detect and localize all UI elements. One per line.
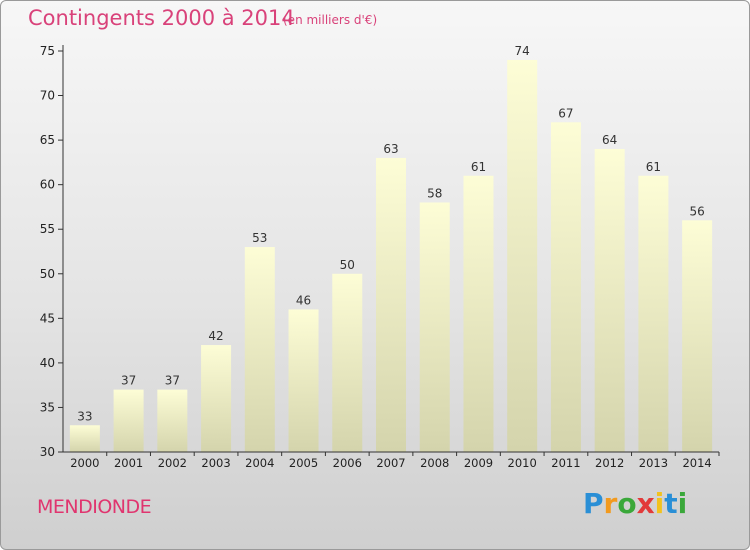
- bar-value-label: 67: [558, 106, 573, 120]
- logo-letter: i: [654, 487, 665, 520]
- y-tick-label: 75: [40, 44, 55, 58]
- bar: [244, 247, 275, 452]
- bar: [550, 122, 581, 453]
- bar: [507, 59, 538, 453]
- bar: [682, 220, 713, 452]
- bar-value-label: 50: [340, 258, 355, 272]
- bar: [594, 149, 625, 452]
- bar: [638, 175, 669, 452]
- x-tick-label: 2001: [114, 456, 143, 470]
- y-tick-label: 50: [40, 267, 55, 281]
- bar: [201, 345, 232, 452]
- bar-value-label: 33: [77, 409, 92, 423]
- x-tick-label: 2002: [158, 456, 187, 470]
- bar: [113, 389, 144, 452]
- bar: [288, 309, 319, 452]
- proxiti-logo[interactable]: Proxiti: [583, 487, 687, 520]
- y-tick-label: 40: [40, 356, 55, 370]
- logo-letter: r: [603, 487, 618, 520]
- x-tick-label: 2013: [639, 456, 668, 470]
- bar-value-label: 37: [121, 374, 136, 388]
- x-tick-label: 2007: [376, 456, 405, 470]
- bar-value-label: 74: [515, 44, 530, 58]
- chart-subtitle: (en milliers d'€): [283, 13, 378, 27]
- logo-letter: P: [583, 487, 604, 520]
- logo-letter: o: [617, 487, 637, 520]
- x-tick-label: 2012: [595, 456, 624, 470]
- bar: [419, 202, 450, 452]
- y-tick-label: 65: [40, 133, 55, 147]
- bar-value-label: 63: [383, 142, 398, 156]
- logo-letter: x: [636, 487, 655, 520]
- x-tick-label: 2014: [682, 456, 711, 470]
- bar-value-label: 37: [165, 374, 180, 388]
- bar-value-label: 58: [427, 186, 442, 200]
- x-tick-label: 2010: [508, 456, 537, 470]
- logo-letter: i: [677, 487, 688, 520]
- bar-value-label: 42: [208, 329, 223, 343]
- bar: [69, 425, 100, 452]
- x-tick-label: 2004: [245, 456, 274, 470]
- commune-name: MENDIONDE: [37, 496, 152, 518]
- x-tick-label: 2011: [551, 456, 580, 470]
- x-tick-label: 2000: [70, 456, 99, 470]
- bar-value-label: 46: [296, 293, 311, 307]
- y-tick-label: 60: [40, 178, 55, 192]
- y-tick-label: 55: [40, 222, 55, 236]
- bar-value-label: 53: [252, 231, 267, 245]
- y-tick-label: 70: [40, 89, 55, 103]
- bar: [463, 175, 494, 452]
- x-tick-label: 2006: [333, 456, 362, 470]
- x-tick-label: 2005: [289, 456, 318, 470]
- bar: [332, 273, 363, 452]
- bar-value-label: 61: [471, 160, 486, 174]
- chart-title: Contingents 2000 à 2014: [28, 6, 295, 30]
- y-tick-label: 35: [40, 400, 55, 414]
- bar: [376, 157, 406, 452]
- bar-value-label: 56: [689, 204, 704, 218]
- x-tick-label: 2003: [201, 456, 230, 470]
- bar: [157, 389, 188, 452]
- bar-value-label: 61: [646, 160, 661, 174]
- bar-value-label: 64: [602, 133, 617, 147]
- y-tick-label: 45: [40, 311, 55, 325]
- x-tick-label: 2008: [420, 456, 449, 470]
- y-tick-label: 30: [40, 445, 55, 459]
- x-tick-label: 2009: [464, 456, 493, 470]
- logo-letter: t: [664, 487, 678, 520]
